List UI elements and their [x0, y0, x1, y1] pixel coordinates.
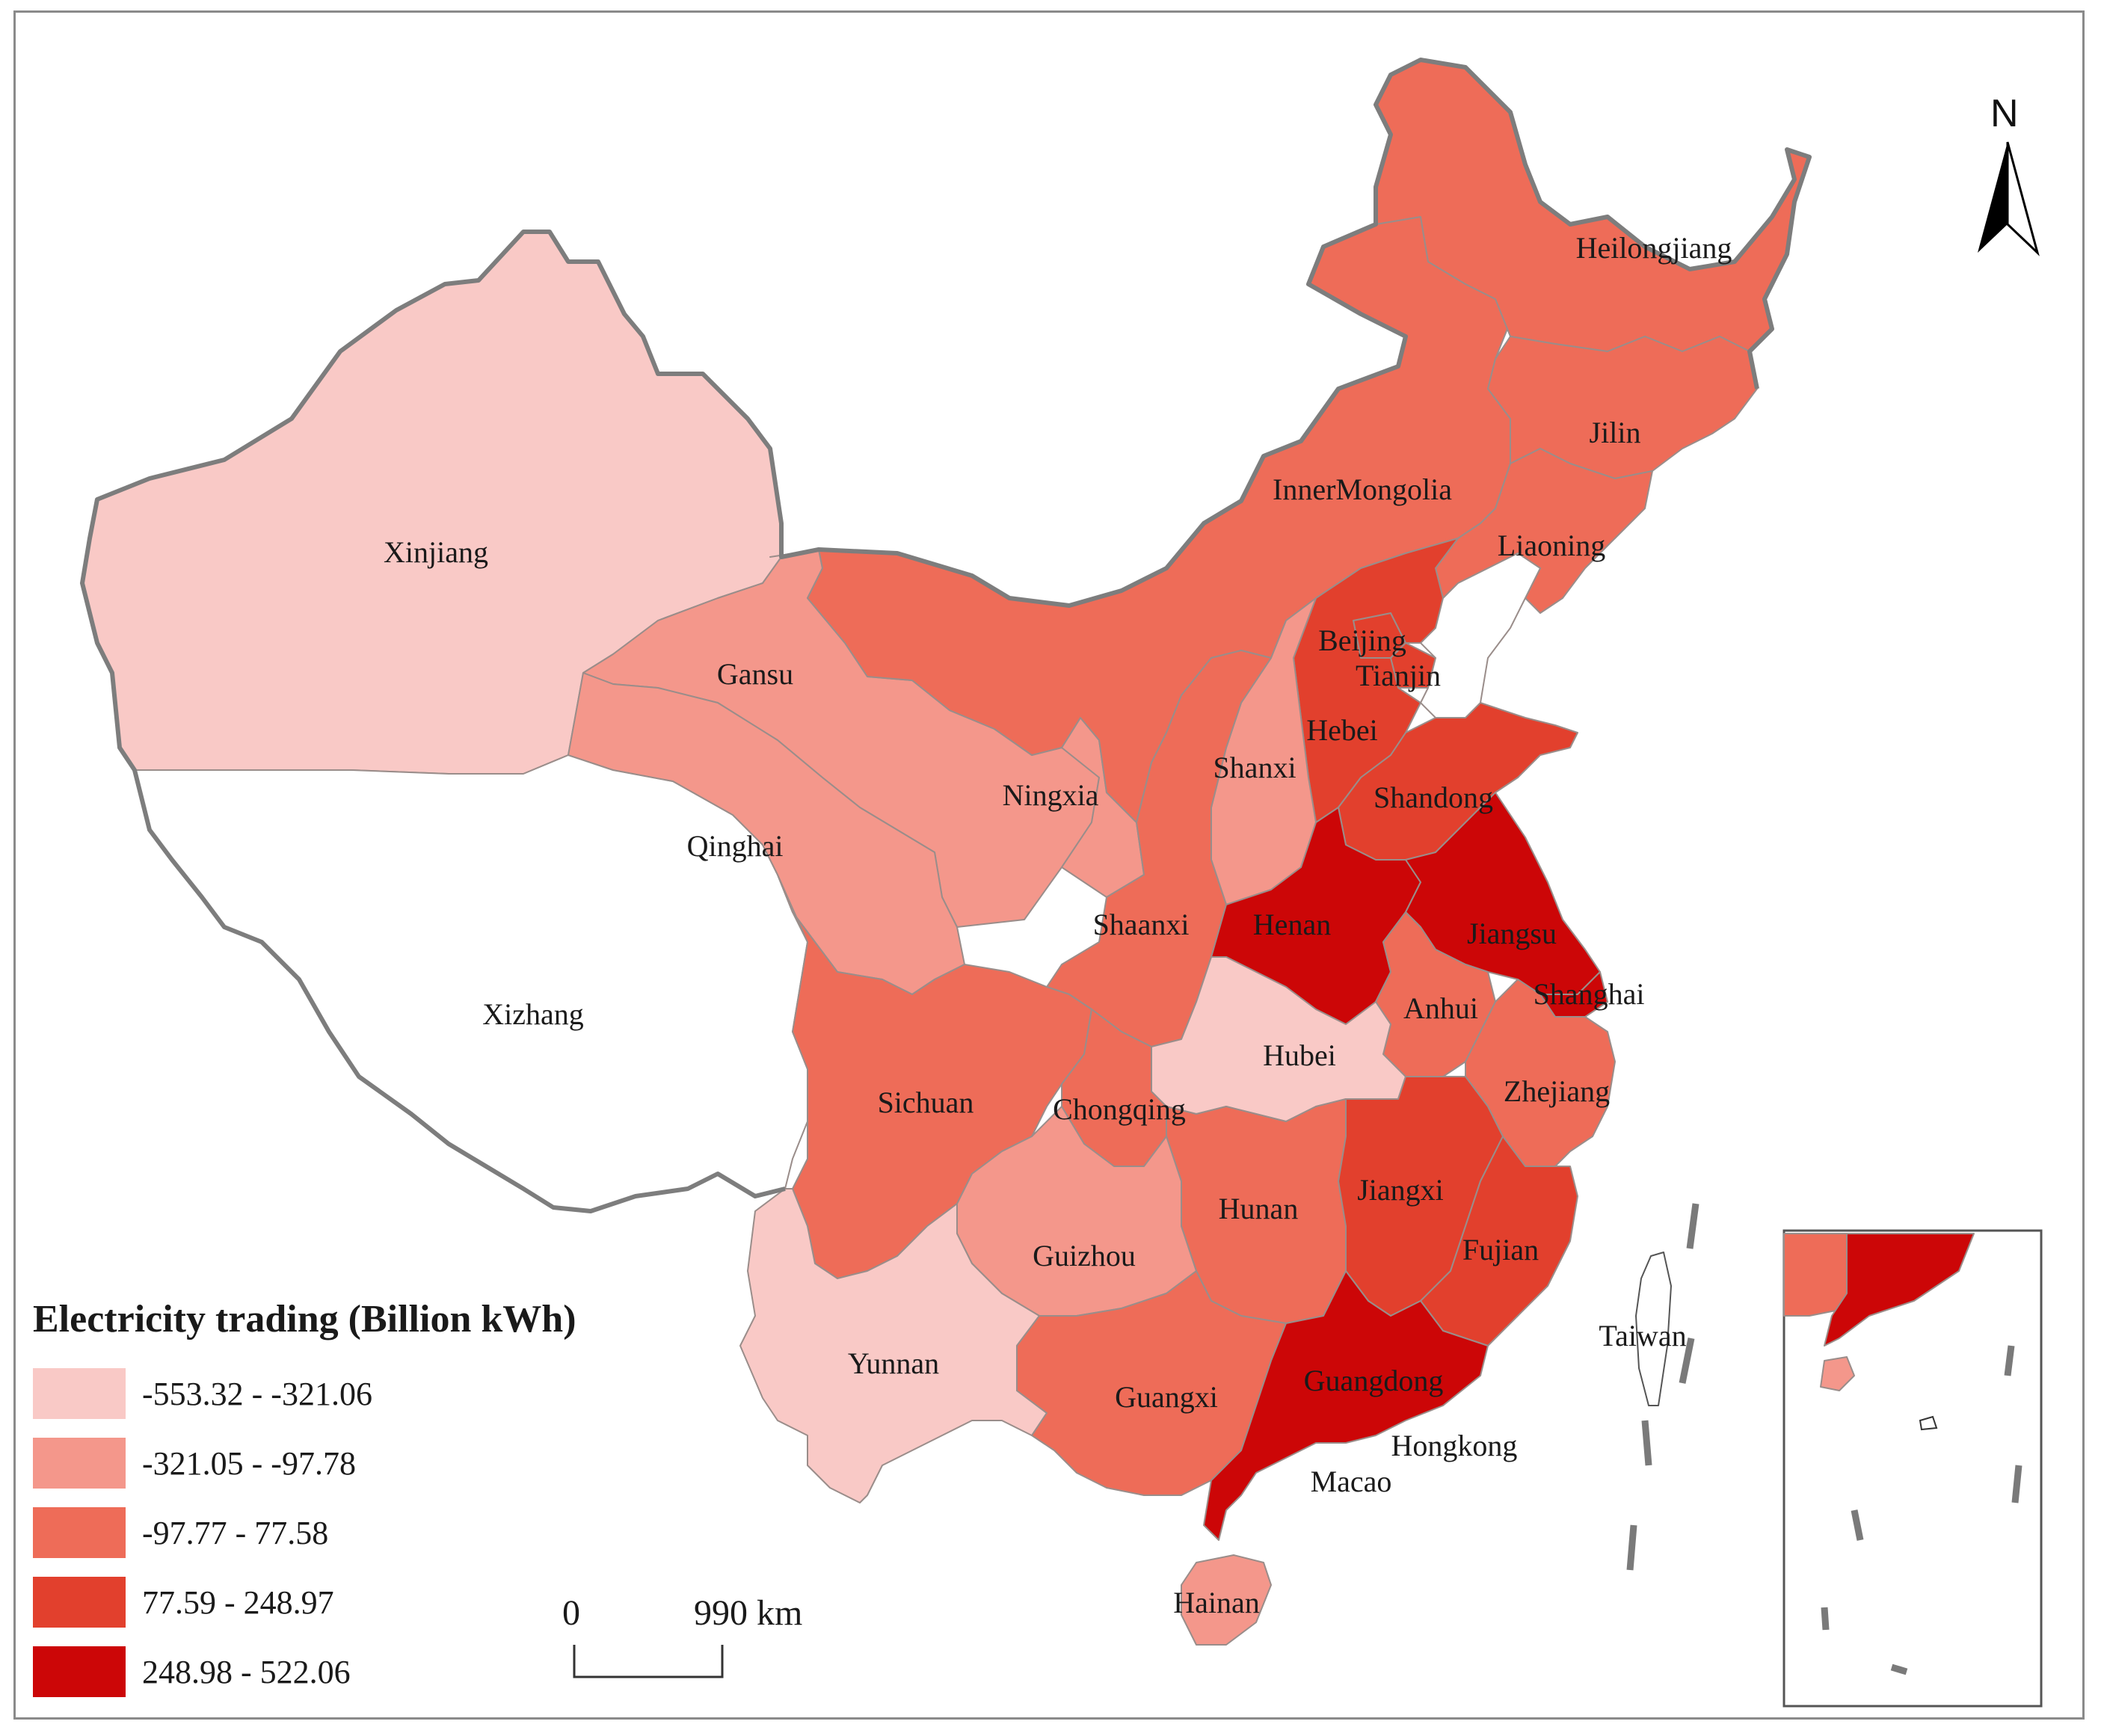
label-fujian: Fujian: [1462, 1233, 1539, 1266]
region-fujian: [1420, 1136, 1578, 1346]
label-zhejiang: Zhejiang: [1504, 1074, 1610, 1108]
label-xinjiang: Xinjiang: [384, 535, 488, 569]
label-beijing: Beijing: [1318, 624, 1406, 657]
legend-item: -97.77 - 77.58: [33, 1507, 328, 1558]
label-innermongolia: InnerMongolia: [1273, 473, 1452, 506]
label-sichuan: Sichuan: [878, 1086, 974, 1119]
label-hubei: Hubei: [1263, 1038, 1336, 1072]
nine-dash-line: [1626, 1203, 1699, 1571]
region-guangdong: [1203, 1270, 1489, 1541]
legend-swatch: [33, 1646, 126, 1697]
label-guangdong: Guangdong: [1304, 1364, 1444, 1397]
label-liaoning: Liaoning: [1498, 529, 1605, 562]
legend-swatch: [33, 1507, 126, 1558]
label-jilin: Jilin: [1590, 416, 1641, 449]
region-taiwan: [1635, 1252, 1672, 1406]
label-gansu: Gansu: [717, 657, 793, 691]
scale-end-label: 990 km: [694, 1593, 803, 1633]
label-yunnan: Yunnan: [848, 1346, 939, 1380]
region-xizhang: [134, 754, 808, 1212]
label-henan: Henan: [1253, 908, 1331, 941]
label-macao: Macao: [1311, 1465, 1392, 1498]
legend-item: 77.59 - 248.97: [33, 1577, 334, 1628]
label-ningxia: Ningxia: [1003, 778, 1099, 812]
label-hebei: Hebei: [1306, 713, 1378, 747]
legend-label: 77.59 - 248.97: [142, 1583, 334, 1621]
label-hongkong: Hongkong: [1391, 1429, 1518, 1462]
north-label: N: [1990, 92, 2019, 135]
label-qinghai: Qinghai: [687, 829, 784, 863]
label-hainan: Hainan: [1173, 1586, 1260, 1619]
label-guizhou: Guizhou: [1033, 1239, 1136, 1272]
bohai-sea: [1419, 552, 1542, 718]
label-taiwan: Taiwan: [1599, 1319, 1686, 1352]
legend-title: Electricity trading (Billion kWh): [33, 1298, 576, 1341]
national-boundary: [80, 58, 1812, 1213]
legend-label: -97.77 - 77.58: [142, 1514, 329, 1551]
label-hunan: Hunan: [1219, 1192, 1299, 1225]
legend-swatch: [33, 1577, 126, 1628]
region-yunnan: [739, 1188, 1048, 1503]
legend-label: -321.05 - -97.78: [142, 1444, 356, 1482]
scale-bar: [573, 1645, 724, 1678]
region-hainan: [1181, 1554, 1272, 1646]
legend-swatch: [33, 1368, 126, 1419]
legend-label: 248.98 - 522.06: [142, 1653, 351, 1690]
label-heilongjiang: Heilongjiang: [1576, 231, 1732, 265]
label-anhui: Anhui: [1403, 991, 1478, 1025]
legend-item: -553.32 - -321.06: [33, 1368, 372, 1419]
legend-item: 248.98 - 522.06: [33, 1646, 351, 1697]
legend-item: -321.05 - -97.78: [33, 1438, 356, 1489]
label-shaanxi: Shaanxi: [1093, 908, 1190, 941]
scale-start-label: 0: [562, 1593, 580, 1633]
label-xizhang: Xizhang: [482, 997, 584, 1031]
label-guangxi: Guangxi: [1115, 1380, 1218, 1414]
label-chongqing: Chongqing: [1053, 1092, 1186, 1126]
north-arrow-icon: [1978, 141, 2040, 256]
label-tianjin: Tianjin: [1356, 659, 1441, 692]
legend-label: -553.32 - -321.06: [142, 1375, 372, 1412]
inset-map: [1782, 1229, 2043, 1708]
label-jiangsu: Jiangsu: [1467, 917, 1557, 950]
label-jiangxi: Jiangxi: [1357, 1173, 1444, 1207]
label-shanghai: Shanghai: [1534, 977, 1645, 1011]
label-shandong: Shandong: [1374, 781, 1493, 814]
legend-swatch: [33, 1438, 126, 1489]
label-shanxi: Shanxi: [1213, 751, 1296, 784]
